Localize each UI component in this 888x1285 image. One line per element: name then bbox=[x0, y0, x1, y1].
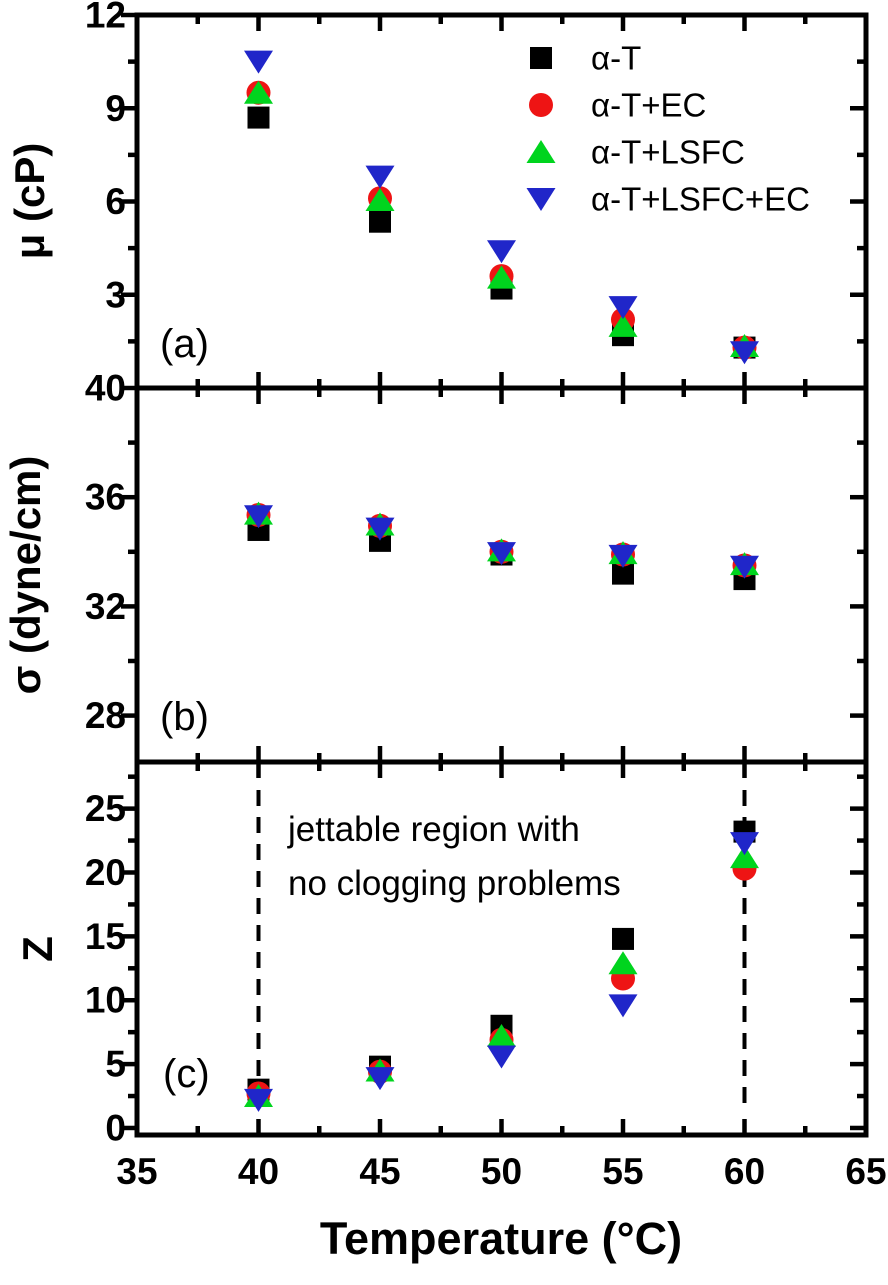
marker-triangle-up bbox=[487, 265, 516, 289]
y-tick-label-a: 12 bbox=[85, 0, 126, 36]
jettable-region-annotation: no clogging problems bbox=[288, 864, 621, 903]
legend-label: α-T bbox=[591, 40, 641, 77]
y-axis-title-b: σ (dyne/cm) bbox=[2, 456, 49, 695]
y-tick-label-a: 3 bbox=[105, 274, 126, 315]
legend-marker-triangle-down bbox=[526, 188, 556, 211]
marker-triangle-down bbox=[244, 505, 273, 529]
jettable-region-annotation: jettable region with bbox=[287, 810, 580, 849]
marker-square bbox=[612, 562, 634, 585]
legend-marker-triangle-up bbox=[526, 140, 556, 163]
marker-triangle-up bbox=[487, 1024, 516, 1048]
marker-triangle-down bbox=[730, 832, 759, 856]
x-tick-label: 45 bbox=[359, 1151, 400, 1192]
y-tick-label-b: 32 bbox=[85, 586, 126, 627]
marker-triangle-up bbox=[608, 951, 638, 975]
y-tick-label-b: 28 bbox=[85, 695, 126, 736]
legend-label: α-T+LSFC bbox=[591, 134, 745, 171]
y-tick-label-c: 25 bbox=[85, 788, 126, 829]
y-tick-label-c: 20 bbox=[85, 852, 126, 893]
panel-label-a: (a) bbox=[160, 322, 209, 366]
y-tick-label-c: 10 bbox=[85, 980, 126, 1021]
y-tick-label-c: 0 bbox=[105, 1107, 126, 1148]
y-axis-title-a: μ (cP) bbox=[6, 143, 53, 260]
x-tick-label: 40 bbox=[238, 1151, 279, 1192]
y-tick-label-c: 5 bbox=[105, 1044, 126, 1085]
y-axis-title-c: Z bbox=[14, 936, 61, 962]
marker-triangle-down bbox=[730, 555, 759, 579]
y-tick-label-c: 15 bbox=[85, 916, 126, 957]
x-tick-label: 35 bbox=[116, 1151, 157, 1192]
x-tick-label: 50 bbox=[481, 1151, 522, 1192]
marker-triangle-up bbox=[608, 313, 638, 337]
x-tick-label: 65 bbox=[845, 1151, 886, 1192]
y-tick-label-a: 6 bbox=[105, 181, 126, 222]
x-tick-label: 55 bbox=[602, 1151, 643, 1192]
marker-triangle-down bbox=[608, 544, 638, 568]
marker-square bbox=[247, 106, 270, 129]
legend-label: α-T+EC bbox=[591, 87, 706, 124]
y-tick-label-b: 40 bbox=[85, 368, 126, 409]
marker-triangle-down bbox=[730, 341, 759, 365]
y-tick-label-a: 9 bbox=[105, 88, 126, 129]
marker-triangle-up bbox=[730, 845, 759, 869]
x-axis-title: Temperature (°C) bbox=[320, 1213, 682, 1264]
marker-triangle-down bbox=[608, 296, 638, 320]
marker-triangle-down bbox=[487, 542, 516, 566]
marker-triangle-down bbox=[608, 994, 638, 1018]
legend-label: α-T+LSFC+EC bbox=[591, 181, 810, 218]
marker-triangle-up bbox=[365, 187, 395, 211]
panel-label-b: (b) bbox=[160, 695, 209, 739]
legend-marker-circle bbox=[529, 93, 553, 117]
marker-square bbox=[369, 210, 391, 233]
marker-triangle-down bbox=[365, 517, 395, 541]
y-tick-label-b: 36 bbox=[85, 477, 126, 518]
panel-label-c: (c) bbox=[163, 1052, 210, 1096]
marker-triangle-down bbox=[365, 165, 395, 189]
x-tick-label: 60 bbox=[724, 1151, 765, 1192]
marker-triangle-down bbox=[365, 1067, 395, 1091]
marker-triangle-down bbox=[487, 240, 516, 264]
marker-triangle-down bbox=[487, 1045, 516, 1069]
marker-square bbox=[612, 927, 634, 950]
legend-marker-square bbox=[530, 47, 552, 69]
marker-triangle-down bbox=[244, 1088, 273, 1112]
marker-triangle-up bbox=[244, 80, 273, 104]
marker-triangle-down bbox=[244, 50, 273, 74]
